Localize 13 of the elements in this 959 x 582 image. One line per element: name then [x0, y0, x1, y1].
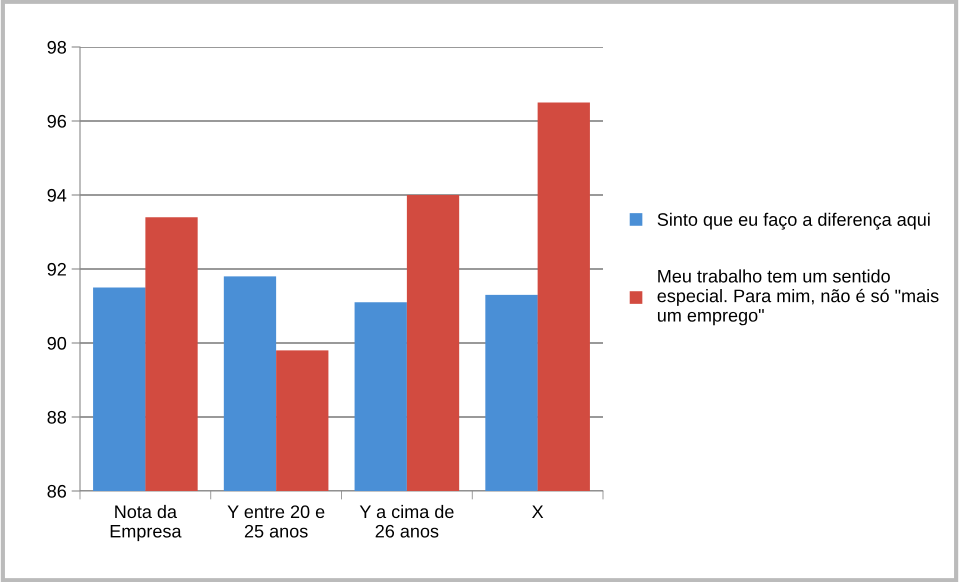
- y-tick-label: 90: [48, 336, 66, 350]
- y-tick-label: 86: [48, 484, 66, 498]
- y-tick-label: 96: [48, 114, 66, 128]
- y-tick-label: 92: [48, 262, 66, 276]
- x-tick-label: Y a cima de 26 anos: [360, 504, 454, 538]
- x-tick-label: Nota da Empresa: [110, 504, 182, 542]
- y-tick-label: 88: [48, 410, 66, 424]
- x-tick-label: Y entre 20 e 25 anos: [228, 505, 324, 538]
- x-tick-label: X: [532, 506, 544, 518]
- legend-label: Sinto que eu faço a diferença aqui: [658, 212, 930, 230]
- legend-label: Meu trabalho tem um sentido especial. Para mim, não é só "mais um emprego": [658, 269, 939, 326]
- y-tick-label: 98: [48, 40, 66, 54]
- y-tick-label: 94: [48, 188, 66, 202]
